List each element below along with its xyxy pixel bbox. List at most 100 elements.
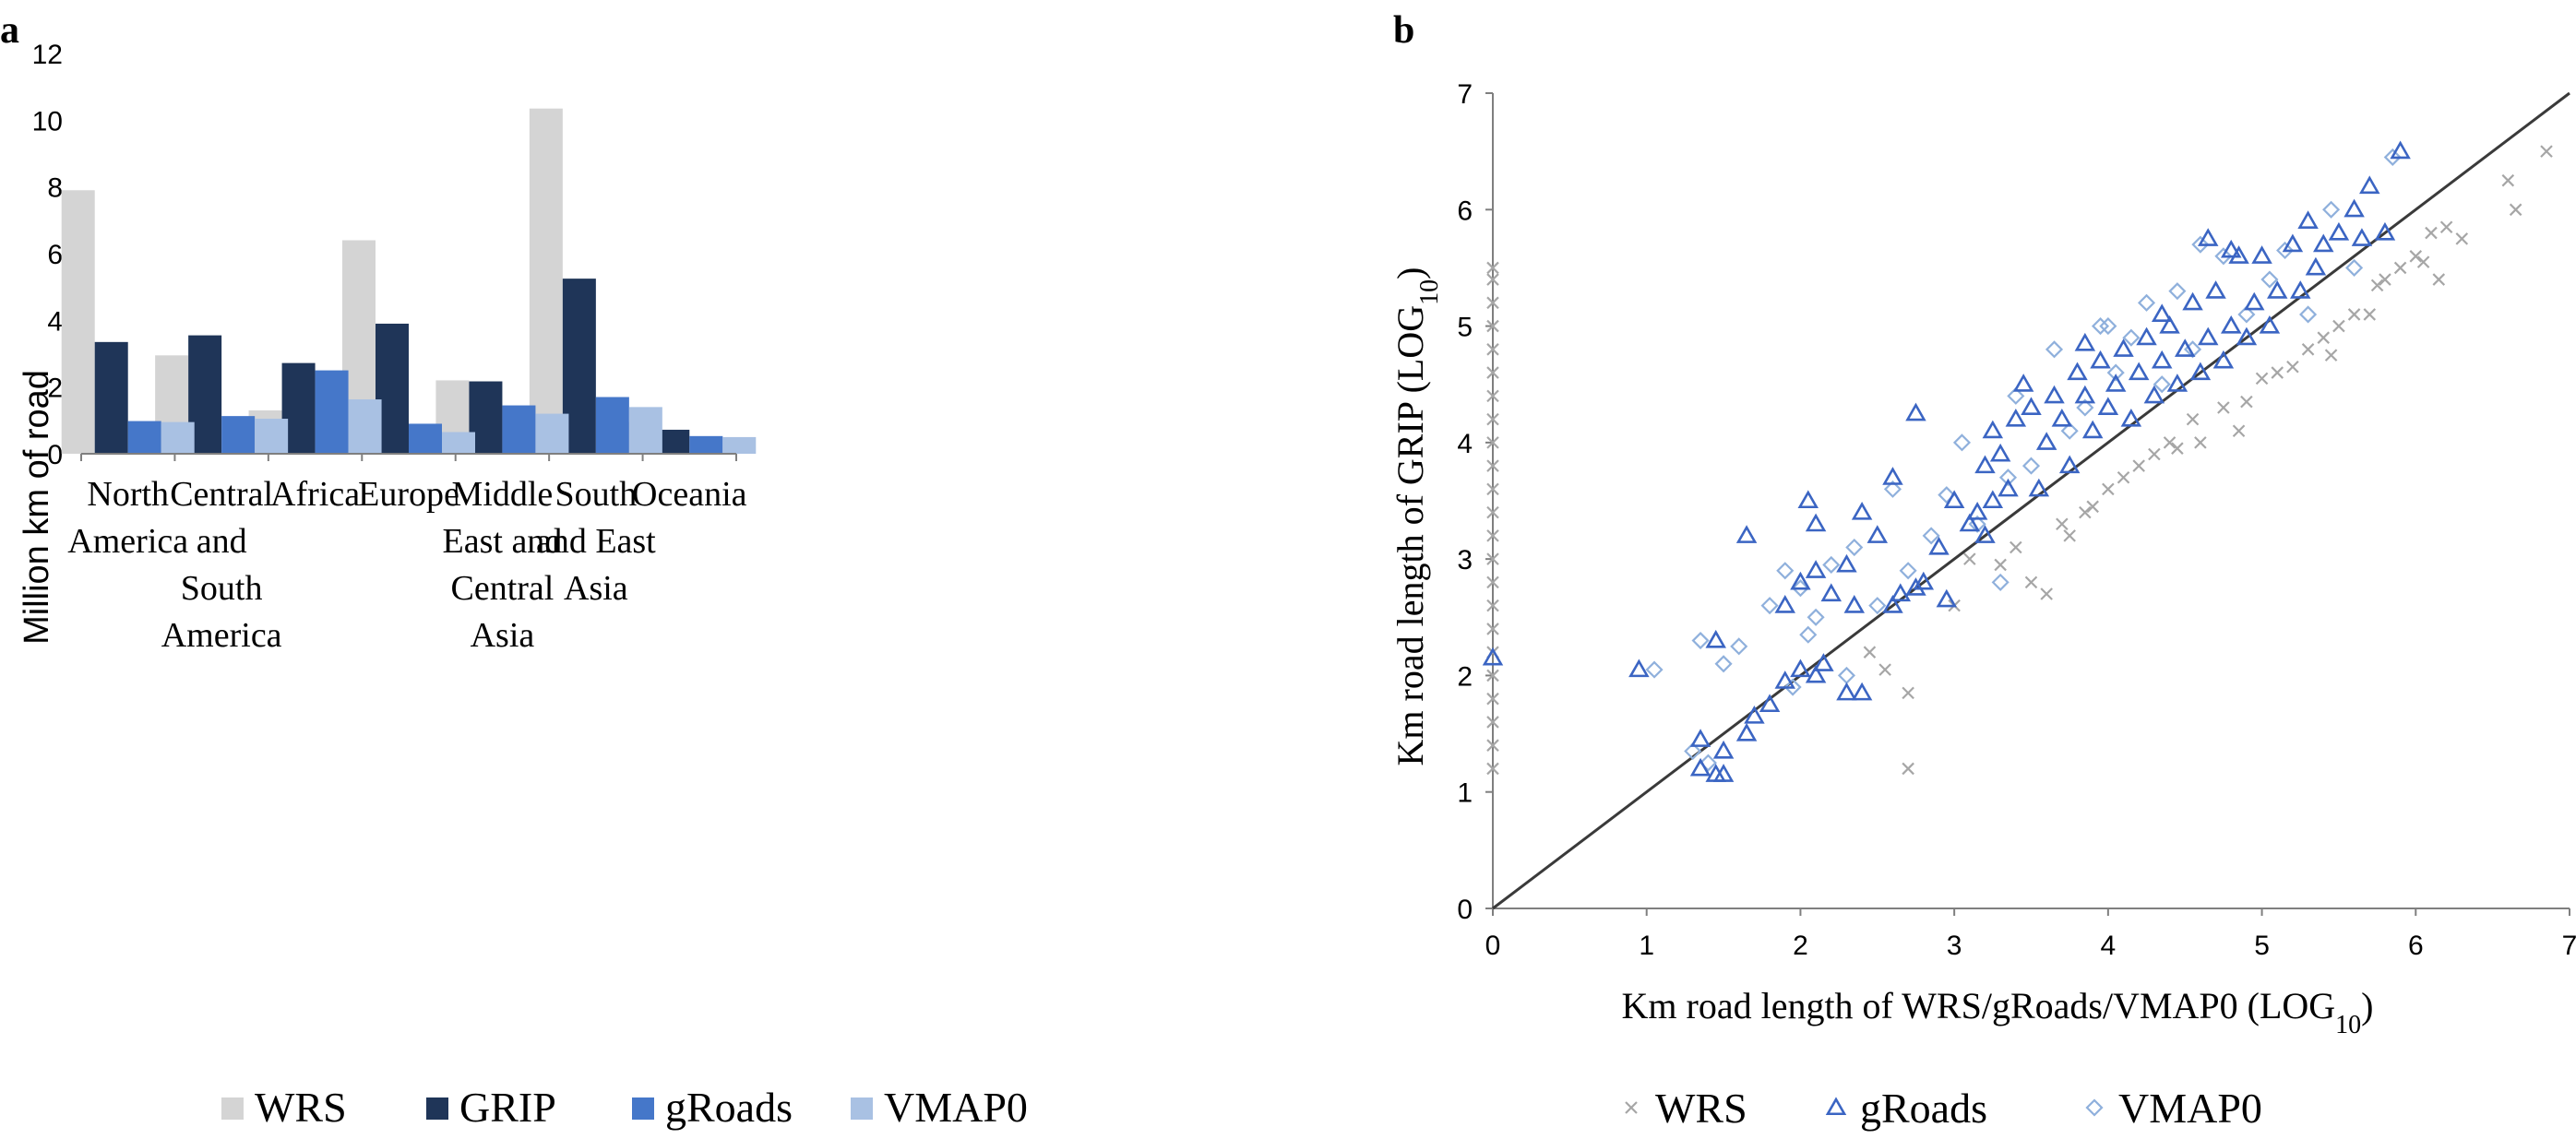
- bar-gRoads-4: [502, 405, 536, 454]
- scatter-point-VMAP0: [1922, 527, 1940, 545]
- bar-category-label: Europe: [358, 475, 459, 514]
- scatter-point-WRS: [2086, 500, 2099, 514]
- bar-category-label-line: Europe: [358, 475, 459, 514]
- scatter-point-WRS: [1486, 505, 1499, 519]
- scatter-legend-label-VMAP0: VMAP0: [2118, 1085, 2262, 1132]
- scatter-point-VMAP0: [1691, 631, 1710, 650]
- scatter-point-WRS: [1486, 343, 1499, 356]
- scatter-point-gRoads: [2236, 326, 2258, 346]
- bar-legend-label-VMAP0: VMAP0: [884, 1084, 1028, 1131]
- scatter-point-gRoads: [1966, 502, 1988, 520]
- bar-category-label: South and East Asia: [536, 475, 656, 608]
- scatter-point-gRoads: [2021, 397, 2042, 416]
- scatter-point-gRoads: [2328, 221, 2350, 241]
- scatter-point-gRoads: [2136, 326, 2157, 346]
- scatter-x-tick-label: 6: [2408, 931, 2424, 961]
- scatter-point-WRS: [2255, 372, 2269, 386]
- scatter-point-WRS: [2063, 529, 2076, 542]
- scatter-x-tick-label: 3: [1947, 931, 1962, 961]
- scatter-point-gRoads: [2305, 256, 2327, 276]
- scatter-point-gRoads: [2390, 140, 2411, 160]
- bar-y-tick-label: 12: [32, 40, 63, 70]
- bar-x-ticks: [80, 454, 737, 461]
- bar-legend-swatch-GRIP: [426, 1097, 448, 1120]
- scatter-point-gRoads: [1974, 455, 1996, 474]
- scatter-point-WRS: [2171, 442, 2184, 455]
- scatter-point-WRS: [1486, 261, 1499, 275]
- scatter-reference-line: [1492, 91, 2570, 910]
- scatter-point-WRS: [2324, 349, 2338, 362]
- scatter-point-gRoads: [1805, 513, 1827, 532]
- scatter-point-gRoads: [2251, 245, 2272, 264]
- scatter-point-gRoads: [1790, 658, 1811, 678]
- scatter-point-WRS: [2132, 459, 2145, 472]
- scatter-point-gRoads: [2282, 233, 2304, 253]
- scatter-point-VMAP0: [1684, 742, 1702, 761]
- bar-category-label: Central and South America: [161, 475, 282, 655]
- scatter-point-gRoads: [1851, 502, 1873, 520]
- scatter-point-WRS: [2332, 319, 2345, 333]
- scatter-point-VMAP0: [2299, 305, 2318, 324]
- scatter-y-title-sub: 10: [1415, 279, 1444, 305]
- scatter-point-WRS: [2317, 331, 2331, 344]
- scatter-point-WRS: [1486, 575, 1499, 589]
- scatter-legend-label-WRS: WRS: [1655, 1085, 1747, 1132]
- scatter-point-gRoads: [2143, 385, 2165, 404]
- scatter-point-WRS: [2363, 308, 2377, 321]
- scatter-point-WRS: [2347, 308, 2361, 321]
- scatter-y-tick-label: 7: [1457, 79, 1473, 110]
- scatter-point-VMAP0: [1776, 562, 1795, 580]
- scatter-point-WRS: [2379, 273, 2391, 286]
- scatter-point-gRoads: [1866, 525, 1889, 543]
- bar-category-label-line: Asia: [564, 569, 628, 608]
- scatter-point-gRoads: [2074, 332, 2096, 351]
- scatter-point-WRS: [2432, 273, 2446, 286]
- scatter-point-gRoads: [1689, 729, 1711, 747]
- bar-y-axis-title: Million km of road: [18, 370, 56, 645]
- bar-category-label-line: and: [197, 522, 247, 561]
- scatter-point-gRoads: [2044, 385, 2065, 404]
- scatter-point-VMAP0: [1883, 480, 1902, 498]
- bar-category-label-line: Asia: [471, 616, 535, 655]
- scatter-point-gRoads: [2005, 408, 2027, 427]
- scatter-point-WRS: [1486, 436, 1499, 449]
- scatter-point-WRS: [2117, 470, 2130, 484]
- bar-legend-swatch-VMAP0: [851, 1097, 873, 1120]
- scatter-point-VMAP0: [2045, 340, 2064, 359]
- scatter-point-VMAP0: [2091, 317, 2110, 336]
- scatter-point-gRoads: [2151, 350, 2173, 369]
- scatter-point-gRoads: [2113, 338, 2134, 357]
- scatter-point-WRS: [1902, 686, 1914, 700]
- scatter-point-gRoads: [1774, 670, 1796, 689]
- scatter-point-gRoads: [2189, 362, 2212, 381]
- scatter-point-gRoads: [2297, 210, 2319, 229]
- bar-gRoads-2: [315, 370, 349, 454]
- scatter-y-tick-label: 1: [1457, 778, 1473, 809]
- scatter-point-WRS: [2439, 220, 2453, 234]
- scatter-point-WRS: [2148, 447, 2161, 461]
- bar-category-label-line: Central: [450, 569, 554, 608]
- scatter-point-WRS: [1486, 482, 1499, 496]
- bar-category-label-line: Middle: [452, 475, 554, 514]
- scatter-point-gRoads: [1797, 490, 1819, 509]
- scatter-point-VMAP0: [2260, 270, 2279, 289]
- bar-gRoads-6: [689, 435, 723, 454]
- bar-category-label-line: South: [555, 475, 638, 514]
- scatter-point-VMAP0: [2021, 457, 2041, 475]
- scatter-point-WRS: [2455, 232, 2469, 245]
- scatter-point-WRS: [1486, 623, 1499, 635]
- scatter-point-WRS: [1486, 412, 1499, 426]
- scatter-point-VMAP0: [2137, 293, 2156, 312]
- bar-category-labels: North America Central and South America Africa…: [67, 475, 746, 655]
- scatter-point-gRoads: [2212, 350, 2235, 369]
- scatter-point-gRoads: [2120, 408, 2142, 427]
- scatter-point-VMAP0: [1807, 608, 1825, 626]
- scatter-point-gRoads: [2035, 432, 2057, 450]
- scatter-point-VMAP0: [1822, 555, 1841, 575]
- scatter-point-WRS: [1486, 459, 1499, 472]
- scatter-point-gRoads: [1836, 682, 1857, 701]
- scatter-point-gRoads: [1790, 571, 1811, 590]
- scatter-legend-marker-WRS: [1625, 1101, 1638, 1114]
- scatter-point-WRS: [1878, 663, 1891, 676]
- scatter-point-WRS: [2079, 505, 2092, 519]
